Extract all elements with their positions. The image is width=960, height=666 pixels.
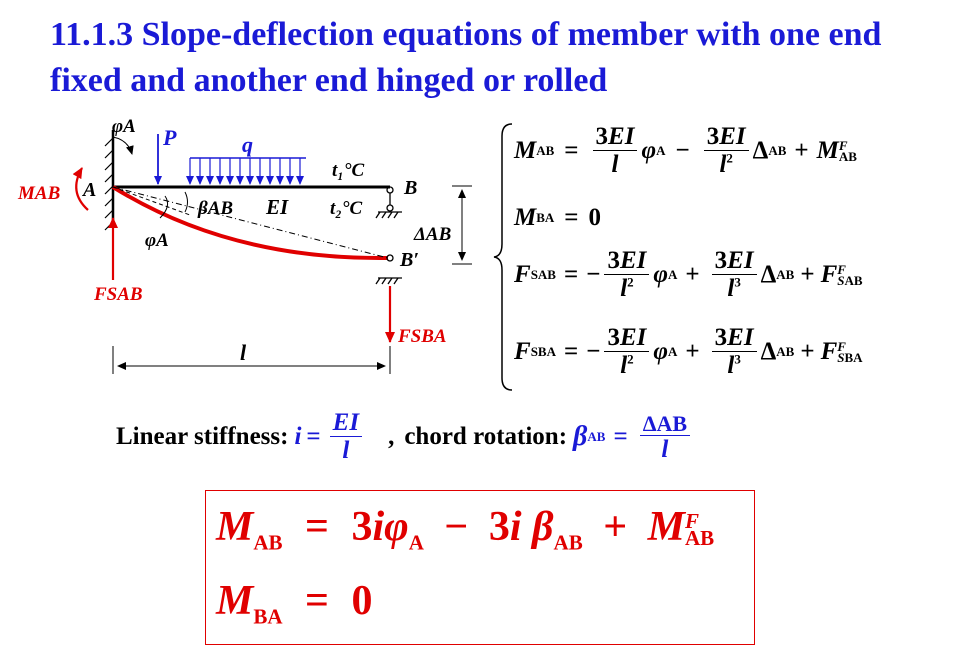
stiffness-separator: , [388, 423, 395, 451]
label-t1: t₁°C [332, 160, 365, 181]
label-beta-ab: βAB [197, 198, 233, 219]
label-delta-ab: ΔAB [413, 224, 451, 245]
label-t2: t₂°C [330, 198, 363, 219]
phi-arc-lower [159, 195, 169, 219]
chord-fraction: ΔAB l [639, 411, 691, 464]
result-line-2: MBA = 0 [216, 578, 373, 629]
stiffness-fraction: EI l [329, 409, 363, 465]
stiffness-line: Linear stiffness: i = EI l , chord rotat… [116, 409, 694, 465]
distributed-load [186, 157, 306, 185]
chord-line [112, 186, 389, 259]
equation-m-ba: M BA = 0 [514, 204, 602, 231]
label-q: q [242, 132, 253, 157]
roller-support-b-prime [375, 254, 402, 285]
chord-symbol: β [573, 421, 588, 453]
beam-diagram: φA P q t₁°C t₂°C A B B′ MAB βAB EI φA ΔA… [17, 116, 472, 374]
beam-deflected [111, 185, 389, 261]
label-phi-a-top: φA [112, 116, 136, 137]
fixed-support [104, 130, 115, 231]
label-b: B [403, 177, 417, 199]
chord-rotation-label: chord rotation: [404, 423, 568, 451]
label-f-sba: FSBA [397, 326, 447, 347]
page-title: 11.1.3 Slope-deflection equations of mem… [50, 16, 882, 99]
length-dimension [112, 346, 391, 374]
label-ei: EI [265, 195, 289, 219]
delta-dimension [452, 185, 472, 265]
stiffness-symbol: i [294, 423, 302, 451]
beta-arc [184, 191, 188, 213]
label-a: A [81, 179, 96, 201]
moment-arrow [72, 167, 89, 211]
chord-symbol-sub: AB [587, 429, 606, 445]
result-box: MAB = 3iφA − 3i βAB + M F AB MBA = 0 [205, 490, 755, 645]
label-m-ab: MAB [17, 183, 60, 204]
rotation-arc-top [112, 136, 134, 155]
tangent-line [112, 186, 191, 216]
label-p: P [162, 125, 177, 150]
equation-brace [493, 123, 513, 391]
label-f-sab: FSAB [93, 284, 143, 305]
label-length: l [240, 340, 247, 365]
stiffness-label: Linear stiffness: [116, 423, 289, 451]
roller-support-b [375, 186, 402, 219]
result-line-1: MAB = 3iφA − 3i βAB + M F AB [216, 504, 715, 555]
label-phi-a-bottom: φA [145, 230, 169, 251]
label-b-prime: B′ [399, 249, 419, 271]
